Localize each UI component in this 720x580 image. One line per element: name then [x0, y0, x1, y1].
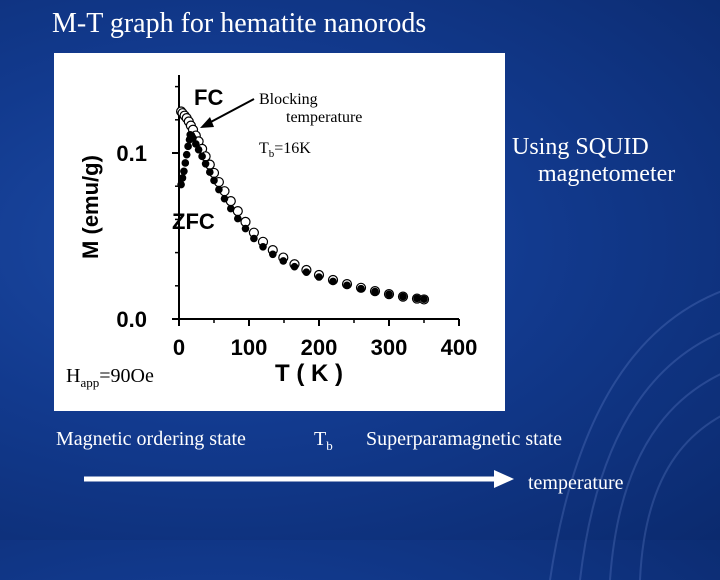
zfc-label: ZFC	[172, 209, 215, 234]
zfc-point	[250, 234, 258, 243]
tb-main: T	[314, 428, 327, 450]
zfc-point	[189, 134, 197, 142]
zfc-point	[357, 284, 365, 293]
zfc-point	[220, 194, 229, 203]
zfc-point	[234, 214, 242, 223]
zfc-point	[302, 268, 311, 276]
zfc-point	[269, 250, 277, 259]
zfc-point	[178, 174, 187, 182]
zfc-point	[194, 145, 203, 154]
zfc-point	[184, 142, 192, 151]
zfc-point	[181, 159, 190, 167]
tb-sub: b	[326, 438, 333, 453]
zfc-point	[329, 277, 337, 286]
zfc-point	[259, 242, 267, 251]
chart-panel: 0 100 200 300 400 0.0 0.1 T ( K ) M (emu/g) FC ZF…	[54, 53, 505, 411]
temperature-label: temperature	[528, 472, 624, 494]
zfc-point	[241, 224, 250, 233]
side-note-line2: magnetometer	[538, 161, 676, 187]
side-note-line1: Using SQUID	[512, 134, 649, 160]
zfc-point	[201, 160, 210, 168]
fc-label: FC	[194, 85, 223, 110]
x-tick-label: 0	[173, 335, 185, 360]
zfc-point	[315, 273, 323, 281]
zfc-point	[206, 168, 214, 176]
zfc-point	[180, 167, 188, 176]
x-tick-label: 300	[371, 335, 408, 360]
zfc-point	[177, 180, 185, 189]
zfc-point	[227, 204, 235, 213]
x-tick-label: 400	[441, 335, 478, 360]
magnetic-ordering-label: Magnetic ordering state	[56, 428, 246, 450]
zfc-point	[192, 140, 200, 148]
temperature-arrow-icon	[84, 470, 514, 488]
x-tick-label: 100	[231, 335, 268, 360]
y-tick-label: 0.1	[116, 141, 147, 166]
zfc-point	[182, 150, 191, 159]
zfc-point	[215, 185, 223, 194]
fc-series	[175, 106, 430, 305]
happ-label: Happ=90Oe	[66, 365, 154, 390]
zfc-point	[343, 281, 351, 290]
zfc-point	[210, 176, 218, 185]
x-axis-label: T ( K )	[275, 360, 343, 387]
x-tick-label: 200	[301, 335, 338, 360]
zfc-point	[413, 294, 421, 303]
blocking-label-line1: Blocking	[259, 91, 318, 108]
blocking-label-line2: temperature	[286, 109, 362, 126]
slide-title: M-T graph for hematite nanorods	[52, 8, 427, 39]
chart-axes: 0 100 200 300 400 0.0 0.1 T ( K ) M (emu/g)	[78, 75, 477, 387]
mt-chart: 0 100 200 300 400 0.0 0.1 T ( K ) M (emu/g) FC ZF…	[66, 75, 477, 390]
superparamagnetic-label: Superparamagnetic state	[366, 428, 563, 450]
tb-value-label: Tb=16K	[259, 140, 311, 160]
zfc-point	[399, 292, 407, 301]
blocking-arrow-head	[200, 117, 214, 128]
zfc-point	[371, 287, 379, 296]
side-note: Using SQUID magnetometer	[512, 134, 675, 188]
tb-label: Tb	[314, 428, 333, 454]
blocking-arrow-line	[206, 98, 255, 125]
zfc-point	[198, 152, 206, 161]
zfc-point	[385, 290, 393, 299]
zfc-point	[290, 262, 299, 271]
y-axis-label: M (emu/g)	[78, 155, 103, 259]
y-tick-label: 0.0	[116, 307, 147, 332]
zfc-point	[420, 295, 428, 304]
fc-point	[232, 206, 243, 217]
zfc-point	[279, 257, 288, 265]
zfc-series	[177, 130, 428, 304]
